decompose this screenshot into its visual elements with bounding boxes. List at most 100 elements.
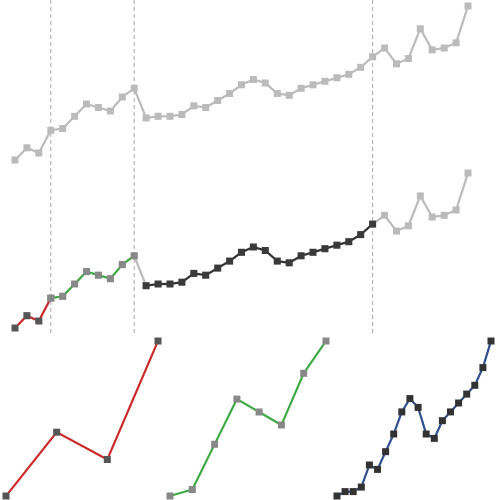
segment-3-point-18 — [345, 238, 353, 246]
segment-1-point-3 — [35, 317, 43, 325]
segment-2-point-2 — [59, 292, 67, 300]
segment-2-point-3 — [71, 280, 79, 288]
full-series-point-3 — [35, 149, 43, 157]
zoom-segment-1-point-3 — [103, 456, 111, 463]
full-series-point-26 — [309, 81, 317, 89]
segment-2-point-5 — [94, 271, 102, 279]
zoom-segment-3-point-9 — [398, 408, 406, 416]
full-series-point-30 — [357, 63, 365, 71]
full-series-point-1 — [11, 156, 19, 164]
zoom-segment-2-point-7 — [300, 369, 308, 377]
zoom-segment-2-point-4 — [233, 395, 241, 403]
zoom-segment-1-point-2 — [53, 428, 61, 436]
segment-3-point-11 — [261, 247, 269, 254]
zoom-segment-3-point-13 — [430, 434, 438, 442]
zoom-segment-3-point-15 — [447, 408, 454, 416]
segment-3-point-2 — [154, 280, 162, 288]
background-series-point-37 — [440, 211, 448, 219]
full-series-point-23 — [273, 90, 281, 97]
full-series-point-10 — [118, 93, 126, 101]
segment-2-point-7 — [118, 261, 126, 269]
full-series-point-35 — [416, 25, 424, 33]
segment-3-point-8 — [226, 257, 234, 265]
zoom-segment-3-point-17 — [463, 390, 471, 398]
full-series-point-18 — [214, 97, 222, 104]
segment-3-point-20 — [369, 220, 377, 228]
background-series-point-32 — [381, 211, 389, 219]
panel-segment-2 — [166, 337, 330, 500]
full-series-point-28 — [333, 74, 341, 82]
zoom-segment-3-point-19 — [479, 364, 487, 372]
background-series-point-34 — [404, 222, 412, 230]
full-series-point-32 — [381, 44, 389, 52]
full-series-point-7 — [83, 100, 90, 108]
zoom-segment-3-point-8 — [390, 430, 398, 438]
zoom-segment-3-point-1 — [333, 492, 341, 500]
zoom-segment-3-point-7 — [382, 448, 390, 456]
zoom-segment-3-point-14 — [438, 417, 446, 425]
background-series-point-35 — [416, 192, 424, 200]
full-series-point-25 — [297, 84, 305, 92]
full-series-point-22 — [261, 79, 269, 87]
segment-2-point-8 — [130, 252, 138, 260]
full-series-point-39 — [464, 2, 472, 10]
full-series-point-17 — [202, 104, 210, 111]
full-series-point-12 — [142, 114, 150, 122]
background-series-point-38 — [452, 206, 460, 214]
full-series-point-9 — [106, 107, 114, 115]
segment-3-point-13 — [285, 259, 293, 267]
segment-3-point-4 — [178, 278, 186, 286]
full-series-point-34 — [404, 55, 412, 62]
full-series-point-6 — [71, 112, 79, 120]
full-series-point-14 — [166, 112, 174, 120]
zoom-segment-3-point-20 — [487, 337, 495, 345]
panel-full-series — [11, 0, 472, 335]
segment-2-point-6 — [106, 275, 114, 283]
zoom-segment-3-point-10 — [406, 395, 414, 403]
zoom-segment-3-line — [335, 339, 493, 498]
zoom-segment-3-point-6 — [374, 465, 381, 473]
segment-3-point-14 — [297, 252, 305, 260]
background-series-point-33 — [393, 227, 400, 235]
full-series-point-27 — [321, 77, 329, 85]
segment-3-point-6 — [202, 271, 210, 279]
full-series-point-5 — [59, 125, 67, 132]
zoom-segment-3-point-11 — [414, 403, 422, 411]
segment-2-point-1 — [47, 294, 55, 302]
segment-3-point-5 — [190, 269, 198, 277]
zoom-segment-3-point-3 — [349, 488, 357, 496]
full-series-point-38 — [452, 39, 460, 47]
segment-3-point-12 — [273, 257, 281, 265]
zoom-segment-3-point-18 — [471, 381, 479, 389]
zoom-segment-3-point-12 — [422, 430, 430, 438]
segment-3-point-7 — [214, 264, 222, 272]
segment-3-point-15 — [309, 248, 317, 256]
panel-segment-3 — [333, 337, 495, 500]
zoom-segment-3-point-4 — [357, 483, 365, 491]
zoom-segment-3-point-5 — [365, 461, 373, 469]
full-series-point-33 — [393, 60, 400, 68]
full-series-point-16 — [190, 102, 198, 110]
segment-3-point-10 — [249, 243, 257, 251]
background-series-point-39 — [464, 169, 472, 177]
segment-3-point-9 — [238, 248, 245, 256]
zoom-segment-2-point-3 — [211, 440, 219, 448]
segment-3-point-3 — [166, 280, 174, 288]
segment-3-point-1 — [142, 282, 150, 290]
segment-1-point-2 — [23, 312, 31, 320]
full-series-point-24 — [285, 91, 293, 99]
full-series-point-19 — [226, 90, 234, 97]
full-series-point-15 — [178, 111, 186, 118]
background-series-point-36 — [428, 213, 436, 221]
segment-2-point-4 — [83, 268, 90, 276]
full-series-point-2 — [23, 144, 31, 152]
segment-3-line — [145, 223, 374, 287]
zoom-segment-3-point-16 — [455, 399, 463, 407]
zoom-segment-1-point-4 — [154, 337, 162, 345]
segment-3-point-19 — [357, 231, 365, 239]
zoom-segment-2-point-5 — [255, 408, 263, 416]
zoom-segment-1-point-1 — [2, 492, 10, 500]
full-series-point-21 — [249, 76, 257, 83]
zoom-segment-2-point-6 — [277, 421, 285, 429]
full-series-point-8 — [94, 104, 102, 111]
